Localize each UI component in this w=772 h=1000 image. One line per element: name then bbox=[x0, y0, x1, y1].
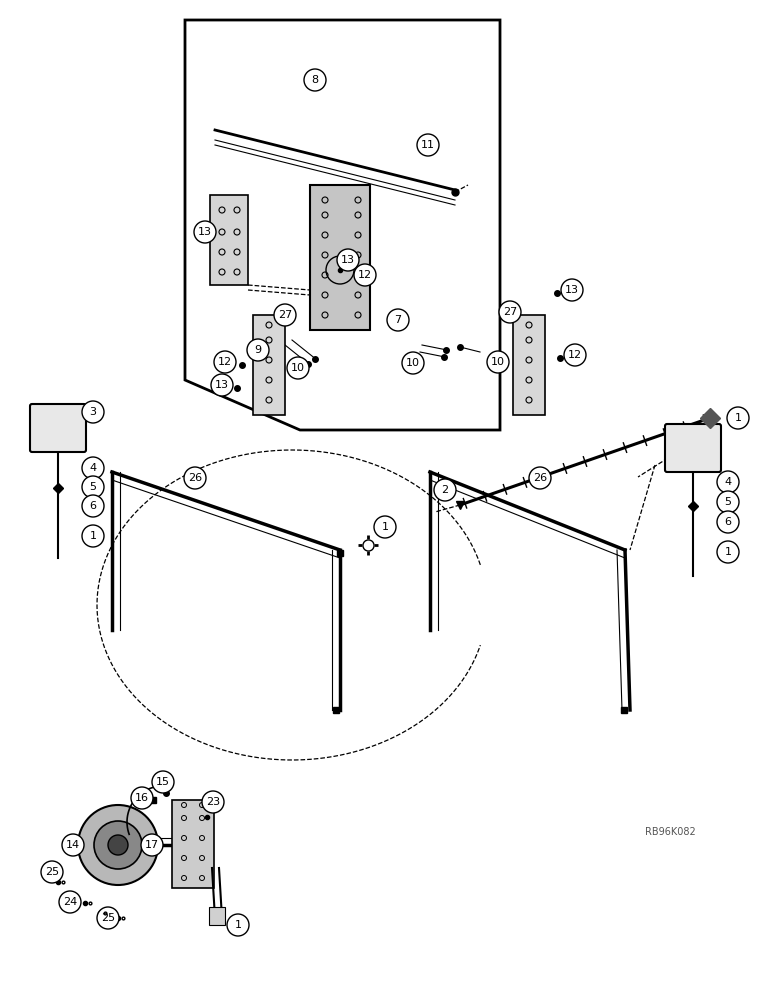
Circle shape bbox=[214, 351, 236, 373]
Text: 25: 25 bbox=[101, 913, 115, 923]
Circle shape bbox=[108, 835, 128, 855]
Circle shape bbox=[141, 834, 163, 856]
Text: 1: 1 bbox=[381, 522, 388, 532]
Circle shape bbox=[561, 279, 583, 301]
Text: 27: 27 bbox=[278, 310, 292, 320]
Circle shape bbox=[727, 407, 749, 429]
Bar bbox=[310, 185, 370, 330]
Text: 4: 4 bbox=[90, 463, 96, 473]
Text: 4: 4 bbox=[724, 477, 732, 487]
Text: 26: 26 bbox=[188, 473, 202, 483]
Text: 25: 25 bbox=[45, 867, 59, 877]
Circle shape bbox=[97, 907, 119, 929]
Circle shape bbox=[387, 309, 409, 331]
Circle shape bbox=[417, 134, 439, 156]
Polygon shape bbox=[185, 20, 500, 430]
Circle shape bbox=[131, 787, 153, 809]
Bar bbox=[209, 907, 225, 925]
Circle shape bbox=[202, 791, 224, 813]
Text: 27: 27 bbox=[503, 307, 517, 317]
Text: 24: 24 bbox=[63, 897, 77, 907]
Circle shape bbox=[287, 357, 309, 379]
Circle shape bbox=[434, 479, 456, 501]
Bar bbox=[253, 315, 285, 415]
Text: 11: 11 bbox=[421, 140, 435, 150]
Text: 15: 15 bbox=[156, 777, 170, 787]
Text: 13: 13 bbox=[215, 380, 229, 390]
Circle shape bbox=[194, 221, 216, 243]
Text: 10: 10 bbox=[406, 358, 420, 368]
Text: 17: 17 bbox=[145, 840, 159, 850]
Circle shape bbox=[152, 771, 174, 793]
Circle shape bbox=[78, 805, 158, 885]
Text: 16: 16 bbox=[135, 793, 149, 803]
Text: 1: 1 bbox=[734, 413, 741, 423]
Text: 23: 23 bbox=[206, 797, 220, 807]
FancyBboxPatch shape bbox=[665, 424, 721, 472]
Circle shape bbox=[82, 401, 104, 423]
Circle shape bbox=[247, 339, 269, 361]
FancyBboxPatch shape bbox=[30, 404, 86, 452]
Circle shape bbox=[487, 351, 509, 373]
Circle shape bbox=[274, 304, 296, 326]
Text: 12: 12 bbox=[358, 270, 372, 280]
Text: 3: 3 bbox=[90, 407, 96, 417]
Bar bbox=[210, 195, 248, 285]
Circle shape bbox=[82, 525, 104, 547]
Circle shape bbox=[499, 301, 521, 323]
Circle shape bbox=[227, 914, 249, 936]
Text: 13: 13 bbox=[341, 255, 355, 265]
Circle shape bbox=[529, 467, 551, 489]
Circle shape bbox=[94, 821, 142, 869]
Circle shape bbox=[564, 344, 586, 366]
Text: 13: 13 bbox=[198, 227, 212, 237]
Circle shape bbox=[717, 541, 739, 563]
Text: RB96K082: RB96K082 bbox=[645, 827, 696, 837]
Text: 1: 1 bbox=[235, 920, 242, 930]
Text: 8: 8 bbox=[311, 75, 319, 85]
Text: 1: 1 bbox=[90, 531, 96, 541]
Text: 6: 6 bbox=[724, 517, 732, 527]
Text: 12: 12 bbox=[218, 357, 232, 367]
Circle shape bbox=[184, 467, 206, 489]
Circle shape bbox=[211, 374, 233, 396]
Text: 5: 5 bbox=[724, 497, 732, 507]
Circle shape bbox=[717, 471, 739, 493]
Circle shape bbox=[354, 264, 376, 286]
Text: 10: 10 bbox=[491, 357, 505, 367]
Text: 5: 5 bbox=[90, 482, 96, 492]
Circle shape bbox=[374, 516, 396, 538]
Text: 10: 10 bbox=[291, 363, 305, 373]
Circle shape bbox=[59, 891, 81, 913]
Circle shape bbox=[82, 495, 104, 517]
Text: 12: 12 bbox=[568, 350, 582, 360]
Text: 26: 26 bbox=[533, 473, 547, 483]
Circle shape bbox=[62, 834, 84, 856]
Text: 6: 6 bbox=[90, 501, 96, 511]
Text: 9: 9 bbox=[255, 345, 262, 355]
Circle shape bbox=[82, 457, 104, 479]
Bar bbox=[172, 800, 214, 888]
Circle shape bbox=[717, 511, 739, 533]
Circle shape bbox=[41, 861, 63, 883]
Circle shape bbox=[717, 491, 739, 513]
Bar bbox=[513, 315, 545, 415]
Text: 7: 7 bbox=[394, 315, 401, 325]
Text: 14: 14 bbox=[66, 840, 80, 850]
Circle shape bbox=[304, 69, 326, 91]
Text: 1: 1 bbox=[724, 547, 732, 557]
Circle shape bbox=[82, 476, 104, 498]
Text: 13: 13 bbox=[565, 285, 579, 295]
Circle shape bbox=[402, 352, 424, 374]
Circle shape bbox=[337, 249, 359, 271]
Text: 2: 2 bbox=[442, 485, 449, 495]
